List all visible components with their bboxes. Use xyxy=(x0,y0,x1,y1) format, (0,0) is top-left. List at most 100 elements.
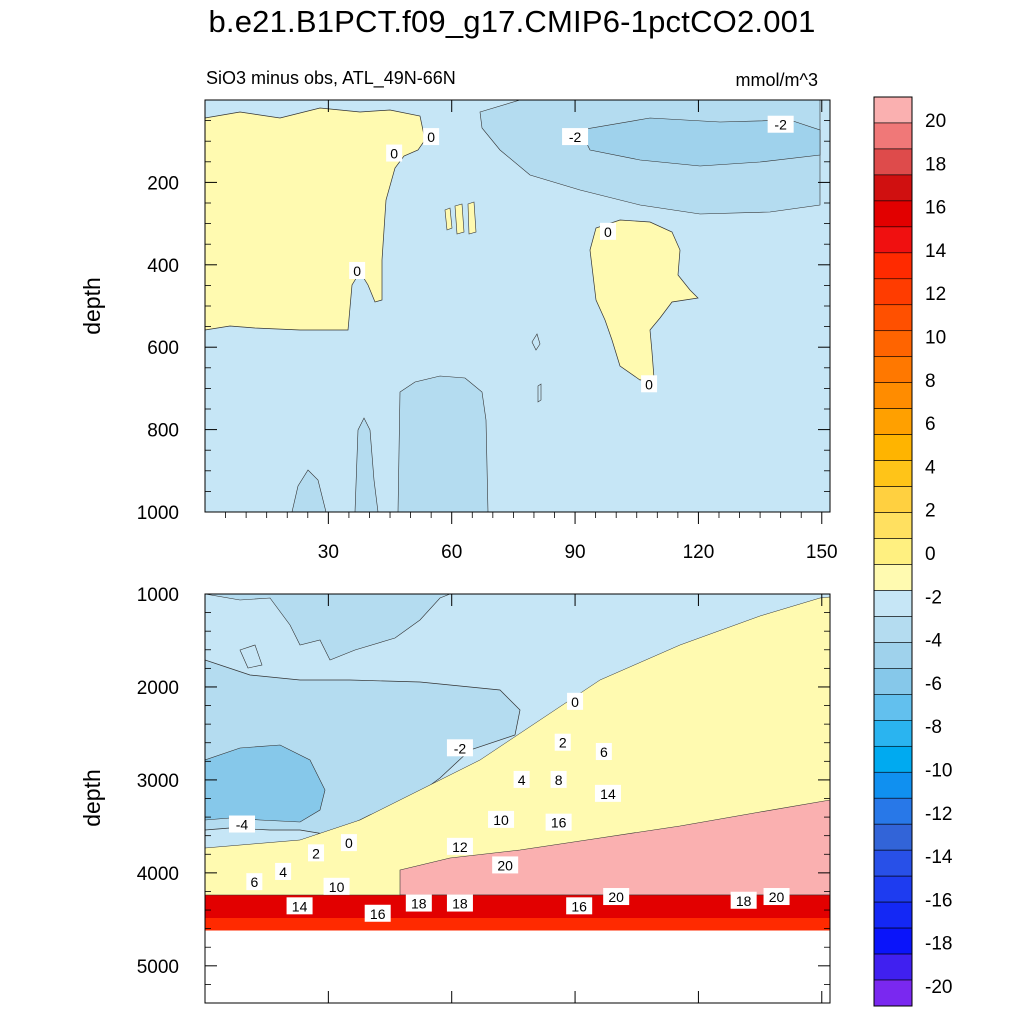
upper-x-tick-label: 120 xyxy=(683,542,715,563)
lower-contour-label: 18 xyxy=(411,896,427,912)
upper-contour-label-box xyxy=(562,128,589,146)
colorbar-label: 6 xyxy=(925,414,936,435)
colorbar-swatch xyxy=(873,486,913,513)
upper-band-minus2-deep-1 xyxy=(397,375,489,512)
lower-contour-label: 8 xyxy=(555,772,563,788)
upper-y-tick-label: 400 xyxy=(147,256,179,277)
lower-contour-label: 4 xyxy=(279,864,287,880)
upper-contour-label: 0 xyxy=(645,376,653,392)
lower-contour-label-box xyxy=(246,873,263,891)
lower-contour-label: 18 xyxy=(736,893,752,909)
colorbar-swatch xyxy=(873,901,913,929)
colorbar-swatch xyxy=(873,849,913,877)
upper-subtitle-right: mmol/m^3 xyxy=(736,70,818,90)
colorbar-swatch xyxy=(873,694,913,721)
lower-contour-label-box xyxy=(275,862,292,880)
chart-title: b.e21.B1PCT.f09_g17.CMIP6-1pctCO2.001 xyxy=(208,4,816,39)
upper-contour-label: 0 xyxy=(604,224,612,240)
upper-panel: 0 0 -2 -2 0 0 0 200 400 600 800 1000 30 60 90 120 150 SiO… xyxy=(79,68,838,563)
lower-contour-label-box xyxy=(364,904,391,922)
colorbar-label: -2 xyxy=(925,587,942,608)
colorbar-label: -10 xyxy=(925,761,952,782)
upper-contour-small-1 xyxy=(531,333,541,351)
lower-contour-label: 6 xyxy=(600,744,608,760)
upper-contour-label-box xyxy=(349,261,366,279)
upper-band-positive-spot-2 xyxy=(454,203,465,235)
lower-contour-label: 6 xyxy=(250,874,258,890)
lower-contour-label-box xyxy=(594,784,621,802)
colorbar-label: 4 xyxy=(925,457,936,478)
colorbar-swatch xyxy=(873,408,913,435)
lower-contour-label: 0 xyxy=(571,694,579,710)
lower-contour-label-box xyxy=(730,891,757,909)
colorbar: 20181614121086420-2-4-6-8-10-12-14-16-18… xyxy=(873,96,953,1007)
colorbar-swatch xyxy=(873,797,913,825)
colorbar-swatch xyxy=(873,174,913,202)
lower-contour-label-box xyxy=(446,837,473,855)
upper-contour-label: 0 xyxy=(427,129,435,145)
colorbar-swatch xyxy=(873,330,913,358)
lower-contour-label: -4 xyxy=(236,817,249,833)
upper-contour-label-box xyxy=(599,222,616,240)
upper-band-minus4-surface xyxy=(579,117,821,167)
lower-contour-label: -2 xyxy=(454,740,467,756)
lower-y-tick-label: 4000 xyxy=(137,864,179,885)
lower-contour-label-box xyxy=(603,888,630,906)
upper-contour-small-2 xyxy=(537,383,542,403)
colorbar-label: 16 xyxy=(925,198,946,219)
lower-contour-label: 14 xyxy=(292,898,308,914)
colorbar-frame xyxy=(873,96,913,1007)
upper-y-tick-label: 1000 xyxy=(137,503,179,524)
colorbar-swatch xyxy=(873,771,913,799)
lower-contour-label-box xyxy=(554,733,571,751)
colorbar-label: -6 xyxy=(925,674,942,695)
lower-contour-label-box xyxy=(446,894,473,912)
lower-contour-label-box xyxy=(308,844,325,862)
upper-band-positive-left xyxy=(205,107,426,331)
colorbar-swatch xyxy=(873,122,913,150)
colorbar-label: -12 xyxy=(925,804,952,825)
colorbar-swatch xyxy=(873,823,913,851)
lower-contour-label-box xyxy=(229,815,256,833)
upper-contour-label: -2 xyxy=(774,117,787,133)
upper-x-tick-label: 30 xyxy=(318,542,339,563)
colorbar-label: -18 xyxy=(925,934,952,955)
colorbar-swatch xyxy=(873,875,913,903)
colorbar-label: -4 xyxy=(925,631,942,652)
lower-contour-label: 16 xyxy=(551,815,567,831)
upper-x-tick-label: 60 xyxy=(441,542,462,563)
colorbar-swatch xyxy=(873,512,913,539)
colorbar-swatch xyxy=(873,252,913,280)
lower-contour-label: 20 xyxy=(769,889,785,905)
lower-band-minus4 xyxy=(205,744,326,823)
upper-band-positive-spot-3 xyxy=(467,201,477,235)
colorbar-swatch xyxy=(873,590,913,617)
upper-y-tick-label: 600 xyxy=(147,338,179,359)
lower-y-tick-label: 5000 xyxy=(137,957,179,978)
upper-contour-label-box xyxy=(641,375,658,393)
colorbar-label: 18 xyxy=(925,154,946,175)
lower-contour-label: 0 xyxy=(345,835,353,851)
upper-contour-label: 0 xyxy=(353,263,361,279)
colorbar-swatch xyxy=(873,148,913,176)
lower-contour-label-box xyxy=(550,770,567,788)
lower-contour-label-box xyxy=(763,888,790,906)
lower-contour-label: 16 xyxy=(571,898,587,914)
lower-contour-label-box xyxy=(340,834,357,852)
colorbar-swatch xyxy=(873,356,913,383)
lower-y-tick-label: 3000 xyxy=(137,771,179,792)
lower-contour-label-box xyxy=(513,770,530,788)
lower-contour-label-box xyxy=(488,810,515,828)
upper-contour-label-box xyxy=(423,128,440,146)
lower-contour-label: 20 xyxy=(497,857,513,873)
colorbar-swatch xyxy=(873,668,913,695)
colorbar-label: 8 xyxy=(925,371,936,392)
lower-panel: 0 -2 2 6 4 8 14 10 16 -4 12 0 2 20 4 6 10 18 18 14 16 16 20 18 2… xyxy=(79,585,831,1004)
colorbar-swatch xyxy=(873,720,913,747)
colorbar-label: 10 xyxy=(925,328,946,349)
lower-contour-small xyxy=(239,644,263,669)
lower-band-minus2-top xyxy=(205,594,451,661)
upper-y-tick-label: 200 xyxy=(147,173,179,194)
lower-contour-label-box xyxy=(405,894,432,912)
